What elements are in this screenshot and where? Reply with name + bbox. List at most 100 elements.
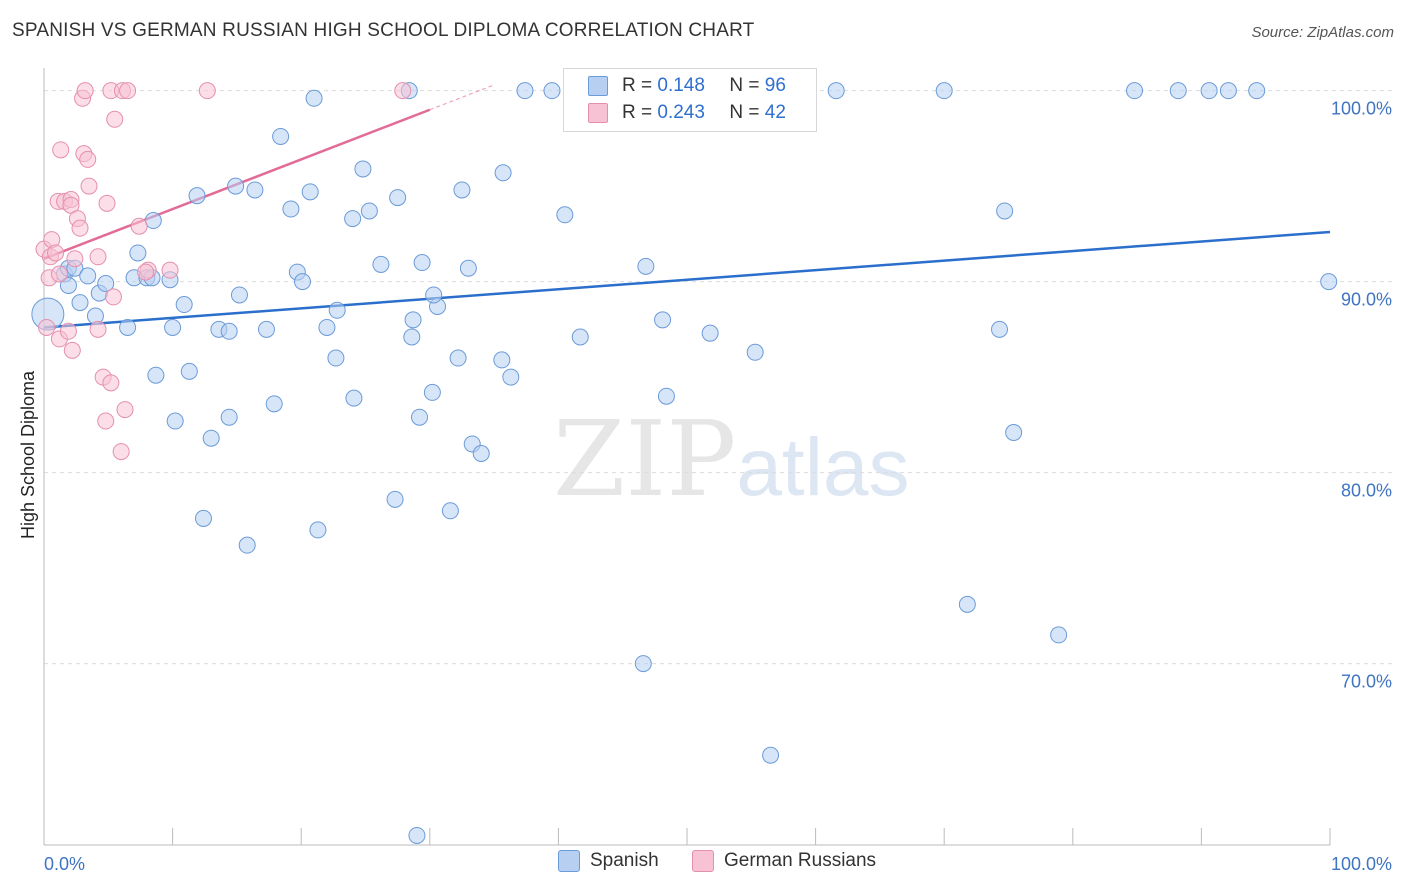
axis-labels: 100.0% 90.0% 80.0% 70.0% 0.0% 100.0% High Scho… [18,99,1392,874]
legend-swatch-german [692,850,714,872]
spanish-point [403,328,421,346]
spanish-point [309,521,327,539]
german-r-value: 0.243 [657,102,705,123]
german-point [71,219,89,237]
spanish-point [147,366,165,384]
spanish-point [71,294,89,312]
german-point [52,141,70,159]
spanish-point [762,746,780,764]
spanish-point [1126,82,1144,100]
spanish-point [493,351,511,369]
spanish-point [265,395,283,413]
spanish-point [129,244,147,262]
german-point [59,322,77,340]
spanish-point [97,275,115,293]
spanish-point [119,318,137,336]
watermark-atlas: atlas [736,422,910,513]
spanish-point [345,389,363,407]
legend-item-german[interactable]: German Russians [692,850,876,872]
german-point [161,261,179,279]
german-point [106,110,124,128]
spanish-point [79,267,97,285]
spanish-point [1005,423,1023,441]
german-trend-line-extension [429,84,495,111]
spanish-n-label: N = [729,75,760,96]
spanish-point [441,502,459,520]
spanish-point [272,127,290,145]
spanish-point [637,257,655,275]
german-point [119,82,137,100]
spanish-point [459,259,477,277]
spanish-point [634,655,652,673]
spanish-point [408,826,426,844]
spanish-point [654,311,672,329]
data-points [31,82,1338,844]
spanish-point [166,412,184,430]
spanish-point [453,181,471,199]
spanish-point [344,210,362,228]
spanish-point [305,89,323,107]
spanish-point [301,183,319,201]
spanish-point [175,296,193,314]
spanish-point [59,276,77,294]
spanish-point [293,273,311,291]
spanish-point [502,368,520,386]
spanish-point [328,301,346,319]
watermark-zip: ZIP [553,398,737,520]
stats-row-german: R = 0.243 N = 42 [564,100,786,126]
spanish-point [827,82,845,100]
spanish-n-value: 96 [764,75,786,96]
spanish-point [701,324,719,342]
german-point [116,401,134,419]
german-point [66,250,84,268]
spanish-point [257,320,275,338]
spanish-point [1050,626,1068,644]
spanish-point [1169,82,1187,100]
spanish-trend-line [43,230,1331,329]
german-point [50,265,68,283]
german-point [198,82,216,100]
german-n-value: 42 [764,102,786,123]
spanish-point [389,189,407,207]
german-point [97,412,115,430]
spanish-point [386,490,404,508]
german-point [98,194,116,212]
spanish-swatch [588,76,608,96]
spanish-point [413,254,431,272]
german-point [76,82,94,100]
source-label: Source: ZipAtlas.com [1251,24,1394,41]
spanish-point [935,82,953,100]
stats-legend: R = 0.148 N = 96 R = 0.243 N = 42 [563,68,817,132]
german-point [394,82,412,100]
spanish-point [657,387,675,405]
axes [43,68,1331,846]
legend-item-spanish[interactable]: Spanish [558,850,659,872]
spanish-point [354,160,372,178]
spanish-r-label: R = [622,75,653,96]
spanish-point [1219,82,1237,100]
x-tick-label-0: 0.0% [44,854,85,874]
german-point [104,288,122,306]
spanish-point [230,286,248,304]
spanish-point [220,408,238,426]
spanish-point [404,311,422,329]
chart-title: SPANISH VS GERMAN RUSSIAN HIGH SCHOOL DI… [12,20,755,41]
spanish-point [990,320,1008,338]
spanish-point [571,328,589,346]
spanish-point [318,318,336,336]
spanish-point [194,509,212,527]
spanish-point [202,429,220,447]
y-tick-label-2: 80.0% [1341,481,1392,501]
spanish-point [188,187,206,205]
spanish-point [144,212,162,230]
gridlines [44,90,1392,665]
spanish-point [996,202,1014,220]
spanish-point [746,343,764,361]
spanish-point [360,202,378,220]
spanish-point [556,206,574,224]
german-n-label: N = [729,102,760,123]
german-swatch [588,103,608,123]
german-point [112,443,130,461]
german-point [47,244,65,262]
stats-row-spanish: R = 0.148 N = 96 [564,73,786,99]
